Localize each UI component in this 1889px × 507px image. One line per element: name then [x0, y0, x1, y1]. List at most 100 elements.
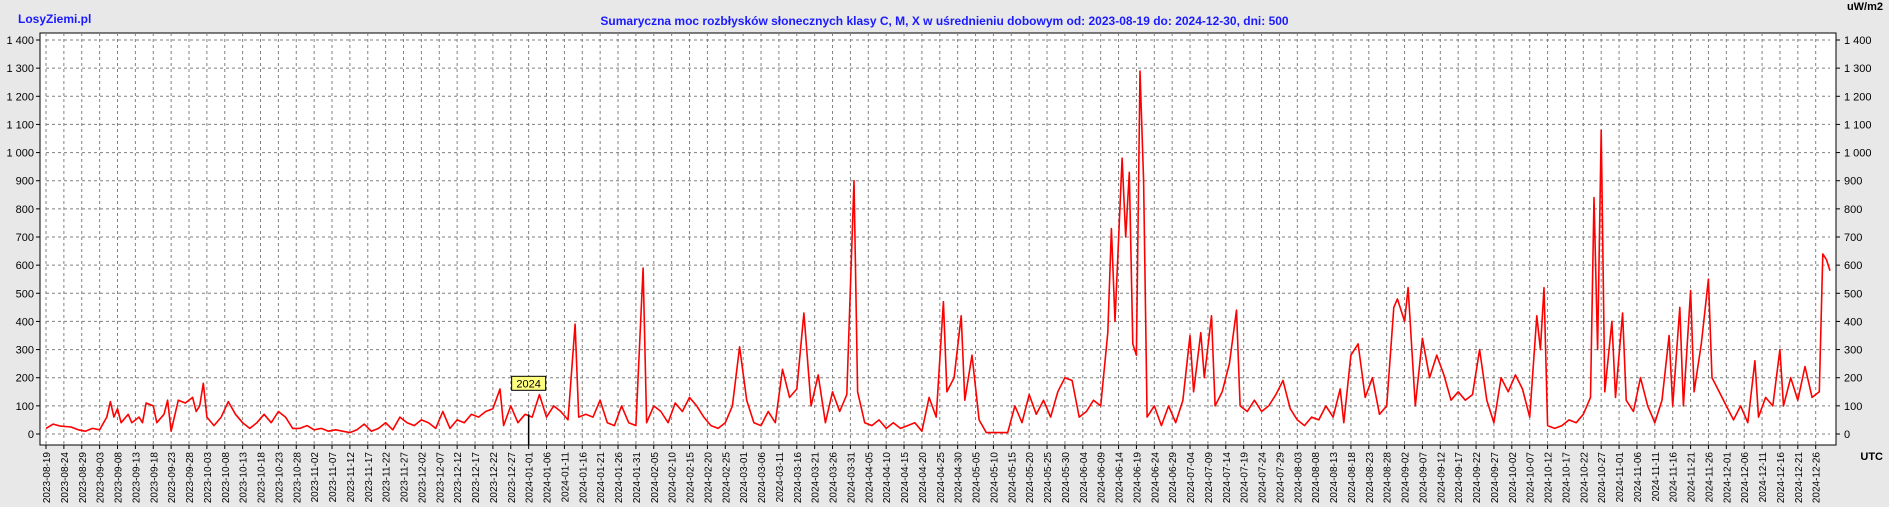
x-tick-label: 2024-07-14	[1222, 452, 1233, 504]
y-tick-label: 300	[1844, 345, 1862, 357]
x-tick-label: 2023-11-07	[328, 452, 339, 503]
y-tick-label: 1 200	[6, 91, 34, 103]
x-tick-label: 2023-11-17	[364, 452, 375, 503]
x-tick-label: 2024-05-15	[1007, 452, 1018, 504]
x-tick-label: 2023-10-28	[292, 452, 303, 504]
x-tick-label: 2024-09-07	[1418, 452, 1429, 504]
x-tick-label: 2023-11-27	[400, 452, 411, 503]
x-tick-label: 2024-01-06	[543, 452, 554, 504]
y-tick-label: 300	[16, 345, 34, 357]
x-tick-label: 2023-12-22	[489, 452, 500, 504]
y-tick-label: 1 300	[1844, 63, 1872, 75]
x-tick-label: 2024-12-16	[1776, 452, 1787, 504]
x-tick-label: 2024-12-26	[1812, 452, 1823, 504]
x-tick-label: 2024-10-07	[1526, 452, 1537, 504]
x-tick-label: 2024-09-12	[1436, 452, 1447, 504]
year-marker: 2024	[511, 375, 547, 445]
x-tick-label: 2024-10-27	[1597, 452, 1608, 504]
y-tick-label: 1 000	[6, 148, 34, 160]
x-tick-label: 2024-12-06	[1740, 452, 1751, 504]
x-tick-label: 2024-04-05	[864, 452, 875, 504]
x-tick-label: 2023-10-13	[239, 452, 250, 504]
x-tick-label: 2024-07-04	[1186, 452, 1197, 504]
x-tick-label: 2024-10-12	[1544, 452, 1555, 504]
x-tick-label: 2023-08-19	[42, 452, 53, 504]
x-tick-label: 2024-03-06	[757, 452, 768, 504]
x-tick-label: 2023-09-23	[167, 452, 178, 504]
y-tick-label: 600	[1844, 260, 1862, 272]
y-tick-label: 900	[16, 176, 34, 188]
x-tick-label: 2024-05-10	[989, 452, 1000, 504]
x-tick-label: 2024-11-26	[1704, 452, 1715, 503]
x-tick-label: 2023-12-02	[417, 452, 428, 504]
x-tick-label: 2024-11-21	[1687, 452, 1698, 503]
x-tick-label: 2024-02-10	[668, 452, 679, 504]
x-tick-label: 2024-10-22	[1579, 452, 1590, 504]
x-tick-label: 2023-12-17	[471, 452, 482, 504]
x-tick-label: 2023-09-18	[149, 452, 160, 504]
x-tick-label: 2024-08-18	[1347, 452, 1358, 504]
x-tick-label: 2024-04-10	[882, 452, 893, 504]
x-tick-label: 2024-09-02	[1401, 452, 1412, 504]
x-tick-label: 2023-10-08	[221, 452, 232, 504]
x-axis-label: UTC	[1860, 451, 1883, 463]
x-tick-label: 2024-03-21	[811, 452, 822, 504]
x-tick-label: 2024-09-22	[1472, 452, 1483, 504]
x-tick-label: 2024-04-30	[954, 452, 965, 504]
x-tick-label: 2024-06-19	[1132, 452, 1143, 504]
y-axis-left: 0 100 200 300 400 500 600 700 800 900 1 000 1 100 1 …	[6, 35, 40, 441]
x-tick-label: 2024-05-05	[972, 452, 983, 504]
x-tick-label: 2024-11-06	[1633, 452, 1644, 503]
x-tick-label: 2023-09-28	[185, 452, 196, 504]
x-tick-label: 2024-03-26	[829, 452, 840, 504]
y-tick-label: 800	[16, 204, 34, 216]
x-tick-label: 2023-10-18	[257, 452, 268, 504]
x-tick-label: 2024-02-05	[650, 452, 661, 504]
x-tick-label: 2023-10-03	[203, 452, 214, 504]
x-tick-label: 2024-09-27	[1490, 452, 1501, 504]
y-axis-right: 0 100 200 300 400 500 600 700 800 900 1 000 1 100 1 …	[1836, 35, 1872, 441]
x-tick-label: 2023-09-08	[114, 452, 125, 504]
x-tick-label: 2024-02-20	[703, 452, 714, 504]
x-tick-label: 2023-08-29	[78, 452, 89, 504]
x-tick-label: 2024-03-16	[793, 452, 804, 504]
x-tick-label: 2024-07-19	[1240, 452, 1251, 504]
marker-label: 2024	[516, 378, 540, 390]
y-tick-label: 1 400	[1844, 35, 1872, 47]
y-tick-label: 100	[1844, 401, 1862, 413]
x-tick-label: 2023-11-02	[310, 452, 321, 503]
x-tick-label: 2024-10-17	[1561, 452, 1572, 504]
marker-box	[511, 375, 547, 391]
x-tick-label: 2024-08-03	[1293, 452, 1304, 504]
x-tick-label: 2024-07-24	[1258, 452, 1269, 504]
x-tick-label: 2024-11-11	[1651, 452, 1662, 502]
x-tick-label: 2023-12-07	[435, 452, 446, 504]
y-tick-label: 500	[1844, 288, 1862, 300]
x-tick-label: 2024-08-13	[1329, 452, 1340, 504]
x-tick-label: 2024-05-25	[1043, 452, 1054, 504]
x-tick-label: 2024-01-26	[614, 452, 625, 504]
y-tick-label: 1 000	[1844, 148, 1872, 160]
y-tick-label: 400	[1844, 316, 1862, 328]
x-tick-label: 2023-12-12	[453, 452, 464, 504]
y-tick-label: 200	[16, 373, 34, 385]
x-tick-label: 2024-12-21	[1794, 452, 1805, 504]
x-tick-label: 2023-09-03	[96, 452, 107, 504]
y-tick-label: 0	[28, 429, 34, 441]
x-axis: 2023-08-19 2023-08-24 2023-08-29 2023-09-03…	[42, 445, 1823, 503]
x-tick-label: 2024-01-11	[560, 452, 571, 503]
y-tick-label: 1 400	[6, 35, 34, 47]
x-tick-label: 2024-07-09	[1204, 452, 1215, 504]
x-tick-label: 2024-05-20	[1025, 452, 1036, 504]
x-tick-label: 2024-04-20	[918, 452, 929, 504]
x-tick-label: 2024-02-15	[686, 452, 697, 504]
x-tick-label: 2023-11-22	[382, 452, 393, 503]
x-tick-label: 2024-04-25	[936, 452, 947, 504]
y-tick-label: 700	[1844, 232, 1862, 244]
y-tick-label: 400	[16, 316, 34, 328]
y-tick-label: 0	[1844, 429, 1850, 441]
chart-title: Sumaryczna moc rozbłysków słonecznych kl…	[600, 14, 1289, 28]
x-tick-label: 2024-03-11	[775, 452, 786, 503]
x-tick-label: 2024-11-01	[1615, 452, 1626, 503]
